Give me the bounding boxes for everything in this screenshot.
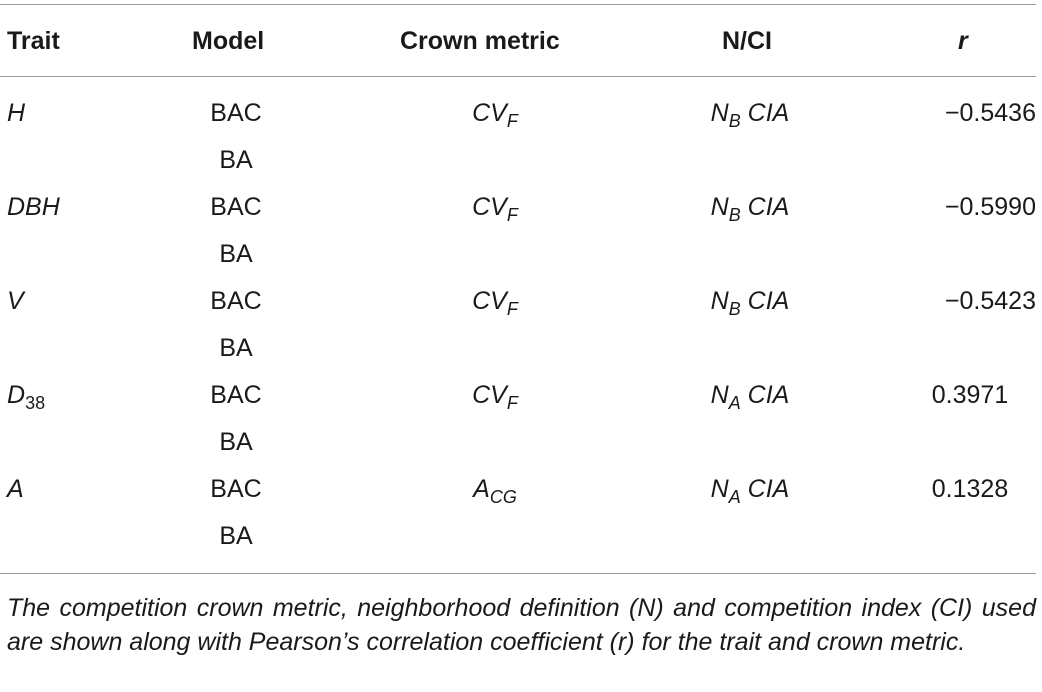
model-cell: BAC xyxy=(210,193,262,221)
header-n-ci: N/CI xyxy=(722,27,772,55)
r-cell: −0.5423 xyxy=(944,287,1036,315)
model-cell: BA xyxy=(219,240,253,268)
crown-metric-cell: CVF xyxy=(472,381,518,413)
model-cell: BA xyxy=(219,334,253,362)
model-cell: BAC xyxy=(210,99,262,127)
r-cell: −0.5990 xyxy=(944,193,1036,221)
r-cell: 0.1328 xyxy=(931,475,1009,503)
n-ci-cell: NA CIA xyxy=(710,475,790,507)
n-ci-cell: NB CIA xyxy=(710,193,790,225)
trait-cell: H xyxy=(7,99,26,127)
header-model: Model xyxy=(192,27,265,55)
crown-metric-cell: CVF xyxy=(472,99,518,131)
header-trait: Trait xyxy=(7,27,60,55)
table-top-rule xyxy=(0,4,1036,5)
table-footnote: The competition crown metric, neighborho… xyxy=(7,594,1036,656)
trait-cell: DBH xyxy=(7,193,60,221)
crown-metric-cell: CVF xyxy=(472,193,518,225)
crown-metric-cell: CVF xyxy=(472,287,518,319)
crown-metric-cell: ACG xyxy=(473,475,517,507)
model-cell: BAC xyxy=(210,381,262,409)
trait-cell: A xyxy=(7,475,24,503)
r-cell: 0.3971 xyxy=(931,381,1009,409)
header-r: r xyxy=(958,27,968,55)
n-ci-cell: NB CIA xyxy=(710,99,790,131)
model-cell: BA xyxy=(219,428,253,456)
n-ci-cell: NA CIA xyxy=(710,381,790,413)
model-cell: BA xyxy=(219,522,253,550)
trait-cell: D38 xyxy=(7,381,46,413)
table-bottom-rule xyxy=(0,573,1036,574)
header-crown-metric: Crown metric xyxy=(400,27,560,55)
n-ci-cell: NB CIA xyxy=(710,287,790,319)
model-cell: BAC xyxy=(210,287,262,315)
table-header-rule xyxy=(0,76,1036,77)
trait-cell: V xyxy=(7,287,24,315)
model-cell: BAC xyxy=(210,475,262,503)
model-cell: BA xyxy=(219,146,253,174)
r-cell: −0.5436 xyxy=(944,99,1036,127)
